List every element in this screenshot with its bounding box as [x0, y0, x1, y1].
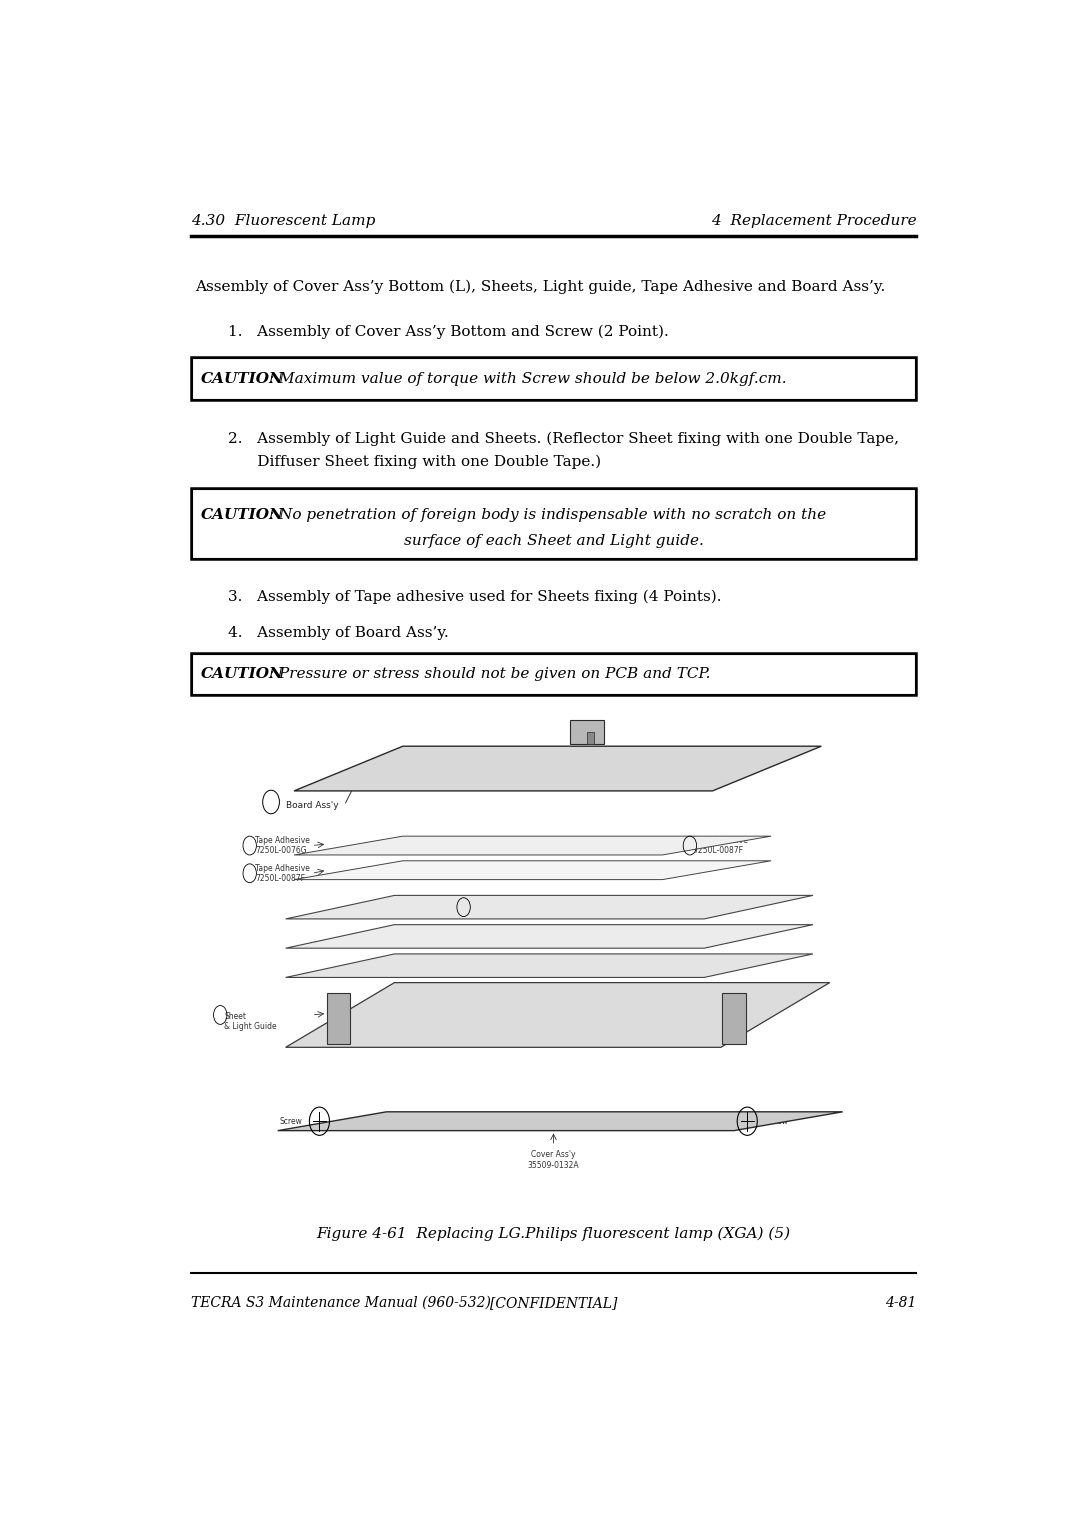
Text: 3.   Assembly of Tape adhesive used for Sheets fixing (4 Points).: 3. Assembly of Tape adhesive used for Sh… — [228, 590, 721, 604]
Polygon shape — [285, 983, 829, 1047]
Text: Tape Adhesive: Tape Adhesive — [469, 897, 523, 906]
Text: 4.30  Fluorescent Lamp: 4.30 Fluorescent Lamp — [191, 214, 375, 228]
Text: Assembly of Cover Ass’y Bottom (L), Sheets, Light guide, Tape Adhesive and Board: Assembly of Cover Ass’y Bottom (L), Shee… — [195, 280, 886, 293]
Text: : No penetration of foreign body is indispensable with no scratch on the: : No penetration of foreign body is indi… — [270, 509, 826, 523]
Text: 2.   Assembly of Light Guide and Sheets. (Reflector Sheet fixing with one Double: 2. Assembly of Light Guide and Sheets. (… — [228, 431, 899, 446]
Polygon shape — [285, 924, 813, 949]
Text: 4.   Assembly of Board Ass’y.: 4. Assembly of Board Ass’y. — [228, 626, 449, 640]
Text: Board Ass'y: Board Ass'y — [286, 801, 339, 810]
Text: 35509-0132A: 35509-0132A — [528, 1161, 579, 1170]
Text: Cover Ass'y: Cover Ass'y — [531, 1149, 576, 1158]
Polygon shape — [294, 860, 771, 880]
FancyBboxPatch shape — [191, 652, 916, 695]
Text: 7250L-0087F: 7250L-0087F — [255, 874, 306, 883]
Text: CAUTION: CAUTION — [201, 371, 284, 385]
Text: CAUTION: CAUTION — [201, 668, 284, 681]
Text: 4-81: 4-81 — [885, 1296, 916, 1309]
Text: : Maximum value of torque with Screw should be below 2.0kgf.cm.: : Maximum value of torque with Screw sho… — [270, 371, 787, 385]
Text: ·: · — [386, 1117, 389, 1126]
Polygon shape — [285, 895, 813, 918]
Text: Tape Adhesive: Tape Adhesive — [693, 836, 747, 845]
FancyBboxPatch shape — [191, 487, 916, 559]
Polygon shape — [294, 746, 822, 792]
FancyBboxPatch shape — [191, 356, 916, 400]
Text: 4  Replacement Procedure: 4 Replacement Procedure — [711, 214, 916, 228]
Polygon shape — [588, 732, 594, 744]
Polygon shape — [294, 836, 771, 856]
Text: TECRA S3 Maintenance Manual (960-532): TECRA S3 Maintenance Manual (960-532) — [191, 1296, 490, 1309]
Text: 7250L-0087F: 7250L-0087F — [693, 847, 743, 856]
Polygon shape — [278, 1112, 842, 1131]
Text: Diffuser Sheet fixing with one Double Tape.): Diffuser Sheet fixing with one Double Ta… — [228, 454, 602, 469]
Text: [CONFIDENTIAL]: [CONFIDENTIAL] — [490, 1296, 617, 1309]
Polygon shape — [570, 720, 604, 744]
Text: surface of each Sheet and Light guide.: surface of each Sheet and Light guide. — [404, 533, 703, 547]
Text: Tape Adhesive: Tape Adhesive — [255, 836, 310, 845]
Text: 7250L-0076G: 7250L-0076G — [469, 906, 519, 915]
Text: Screw: Screw — [766, 1117, 788, 1126]
Text: Figure 4-61  Replacing LG.Philips fluorescent lamp (XGA) (5): Figure 4-61 Replacing LG.Philips fluores… — [316, 1227, 791, 1241]
Text: 7250L-0076G: 7250L-0076G — [255, 847, 307, 856]
Text: : Pressure or stress should not be given on PCB and TCP.: : Pressure or stress should not be given… — [270, 668, 711, 681]
Text: Sheet: Sheet — [225, 1012, 246, 1021]
Text: Screw: Screw — [280, 1117, 302, 1126]
Text: & Light Guide: & Light Guide — [225, 1022, 276, 1031]
Text: CAUTION: CAUTION — [201, 509, 284, 523]
Text: Tape Adhesive: Tape Adhesive — [255, 865, 310, 872]
Polygon shape — [327, 993, 350, 1044]
Text: 1.   Assembly of Cover Ass’y Bottom and Screw (2 Point).: 1. Assembly of Cover Ass’y Bottom and Sc… — [228, 324, 669, 339]
Polygon shape — [285, 953, 813, 978]
Polygon shape — [723, 993, 745, 1044]
